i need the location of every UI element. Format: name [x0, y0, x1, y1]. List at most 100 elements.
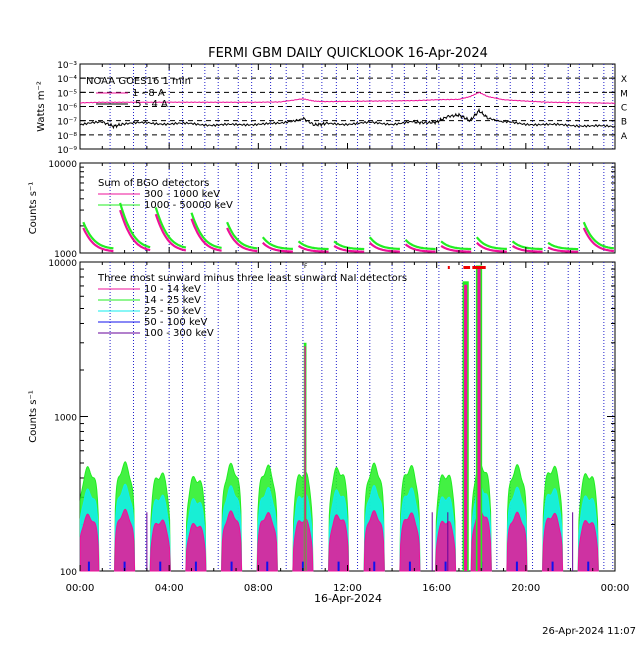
bgo-series-magenta	[440, 244, 472, 253]
bgo-series-magenta	[582, 227, 615, 253]
bgo-series-green	[226, 221, 258, 250]
bgo-series-magenta	[154, 213, 187, 252]
nai-ytick-label: 100	[60, 568, 77, 578]
bgo-series-magenta	[511, 244, 543, 253]
goes-ytick-label: 10⁻⁴	[57, 75, 77, 85]
bgo-series-green	[404, 239, 436, 251]
bgo-series-green	[154, 207, 187, 249]
nai-legend-label: 14 - 25 keV	[144, 295, 201, 306]
goes-class-label: C	[621, 104, 627, 114]
bgo-series-green	[82, 221, 114, 250]
nai-ytick-label: 1000	[54, 414, 77, 424]
nai-hump-magenta	[221, 510, 243, 572]
footer-timestamp: 26-Apr-2024 11:07	[542, 626, 636, 637]
nai-legend-title: Three most sunward minus three least sun…	[97, 273, 407, 284]
bgo-series-green	[440, 240, 472, 251]
bgo-series-green	[582, 221, 615, 250]
goes-legend-label: 1 - 8 A	[132, 88, 165, 99]
bgo-series-green	[297, 240, 329, 251]
bgo-series-green	[119, 202, 151, 249]
goes-class-label: M	[620, 89, 628, 99]
bgo-series-magenta	[297, 244, 329, 253]
x-tick-label: 08:00	[244, 583, 273, 594]
goes-class-label: B	[621, 118, 627, 128]
nai-hump-magenta	[256, 512, 278, 572]
nai-legend-label: 25 - 50 keV	[144, 306, 201, 317]
nai-hump-magenta	[542, 512, 564, 572]
bgo-series-green	[333, 240, 365, 251]
nai-hump-magenta	[506, 511, 528, 572]
nai-flag-letter: F	[304, 263, 308, 270]
nai-flare-marker	[463, 266, 471, 269]
nai-hump-magenta	[328, 514, 350, 572]
nai-hump-magenta	[435, 520, 457, 572]
time-axis: 00:00 04:00 08:00 12:00 16:00 20:00 00:00	[66, 64, 630, 594]
nai-hump-magenta	[149, 519, 171, 572]
nai-hump-magenta	[114, 508, 136, 572]
nai-flare-magenta	[477, 268, 481, 571]
bgo-series-magenta	[190, 218, 222, 252]
bgo-ytick-label: 10000	[48, 160, 77, 170]
goes-series-short	[79, 107, 616, 130]
goes-series-long	[79, 91, 616, 104]
nai-hump-magenta	[292, 518, 314, 572]
nai-flare-magenta	[304, 346, 306, 571]
bgo-series-magenta	[333, 244, 365, 253]
x-tick-label: 00:00	[66, 583, 95, 594]
goes-ytick-label: 10⁻⁹	[57, 146, 77, 156]
nai-flare-marker	[447, 266, 450, 269]
goes-ytick-label: 10⁻⁸	[57, 132, 77, 142]
nai-hump-magenta	[399, 512, 421, 572]
nai-flare-magenta	[464, 284, 468, 571]
bgo-series-green	[190, 212, 222, 249]
goes-legend-label: .5 - 4 A	[132, 99, 168, 110]
goes-ytick-label: 10⁻⁶	[57, 104, 77, 114]
nai-hump-magenta	[363, 510, 385, 572]
bgo-series-green	[261, 236, 293, 250]
bgo-legend-label: 300 - 1000 keV	[144, 189, 220, 200]
nai-flare-marker	[472, 266, 486, 269]
bgo-series-magenta	[119, 209, 151, 252]
bgo-series-green	[511, 240, 543, 251]
x-tick-label: 16:00	[422, 583, 451, 594]
x-tick-label: 04:00	[155, 583, 184, 594]
bgo-legend-title: Sum of BGO detectors	[98, 178, 209, 189]
x-tick-label: 12:00	[333, 583, 362, 594]
nai-ylabel: Counts s⁻¹	[28, 390, 39, 443]
bgo-legend-label: 1000 - 50000 keV	[144, 200, 233, 211]
nai-legend-label: 50 - 100 keV	[144, 317, 208, 328]
goes-legend-title: NOAA GOES16 1 min	[86, 76, 191, 87]
goes-ytick-label: 10⁻³	[57, 61, 77, 71]
nai-plot: 10000 1000 100 Counts s⁻¹ F Three most sunwar…	[28, 259, 615, 578]
bgo-series-magenta	[404, 243, 436, 253]
nai-legend-label: 10 - 14 keV	[144, 284, 201, 295]
bgo-ylabel: Counts s⁻¹	[28, 182, 39, 235]
goes-ylabel: Watts m⁻²	[36, 81, 47, 132]
x-tick-label: 00:00	[601, 583, 630, 594]
bgo-ytick-label: 1000	[54, 250, 77, 260]
bgo-series-green	[368, 236, 400, 250]
bgo-series-magenta	[547, 246, 579, 253]
bgo-series-magenta	[262, 241, 293, 253]
goes-ytick-label: 10⁻⁵	[57, 89, 77, 99]
x-tick-label: 20:00	[511, 583, 540, 594]
bgo-plot: 10000 1000 Counts s⁻¹ Sum of BGO detectors3…	[28, 160, 615, 260]
bgo-series-magenta	[476, 241, 507, 253]
nai-hump-magenta	[79, 513, 100, 572]
nai-hump-magenta	[577, 519, 599, 572]
bgo-series-green	[475, 236, 507, 250]
nai-legend-label: 100 - 300 keV	[144, 328, 214, 339]
bgo-series-magenta	[82, 227, 114, 253]
bgo-series-green	[547, 241, 579, 251]
x-axis-date-label: 16-Apr-2024	[314, 592, 382, 605]
figure-title: FERMI GBM DAILY QUICKLOOK 16-Apr-2024	[208, 46, 488, 61]
goes-ytick-label: 10⁻⁷	[57, 118, 77, 128]
bgo-series-magenta	[226, 227, 258, 253]
nai-hump-magenta	[185, 522, 207, 572]
bgo-series-magenta	[369, 241, 400, 253]
goes-class-label: X	[621, 75, 627, 85]
goes-class-label: A	[621, 132, 628, 142]
